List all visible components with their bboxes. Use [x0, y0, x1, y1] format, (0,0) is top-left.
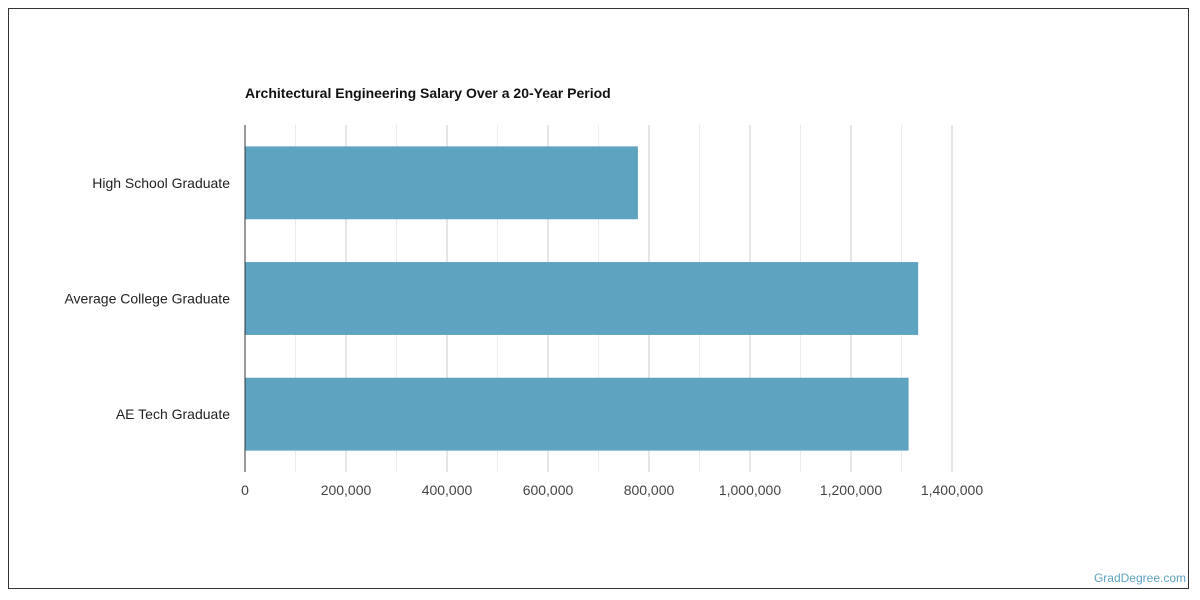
x-tick-label: 200,000: [321, 482, 372, 498]
x-tick-label: 800,000: [624, 482, 675, 498]
bar-0[interactable]: [245, 146, 638, 220]
bar-1[interactable]: [245, 262, 919, 335]
x-tick-label: 1,000,000: [719, 482, 781, 498]
chart-title: Architectural Engineering Salary Over a …: [245, 85, 611, 101]
bars: [245, 146, 919, 451]
category-label: High School Graduate: [92, 175, 230, 191]
x-tick-label: 1,400,000: [921, 482, 983, 498]
source-credit: GradDegree.com: [1093, 571, 1186, 585]
category-label: Average College Graduate: [64, 291, 230, 307]
bar-2[interactable]: [245, 377, 909, 451]
x-tick-label: 0: [241, 482, 249, 498]
x-tick-label: 600,000: [523, 482, 574, 498]
x-tick-label: 400,000: [422, 482, 473, 498]
category-label: AE Tech Graduate: [116, 406, 230, 422]
x-tick-label: 1,200,000: [820, 482, 882, 498]
labels: High School Graduate Average College Grad…: [64, 175, 983, 498]
